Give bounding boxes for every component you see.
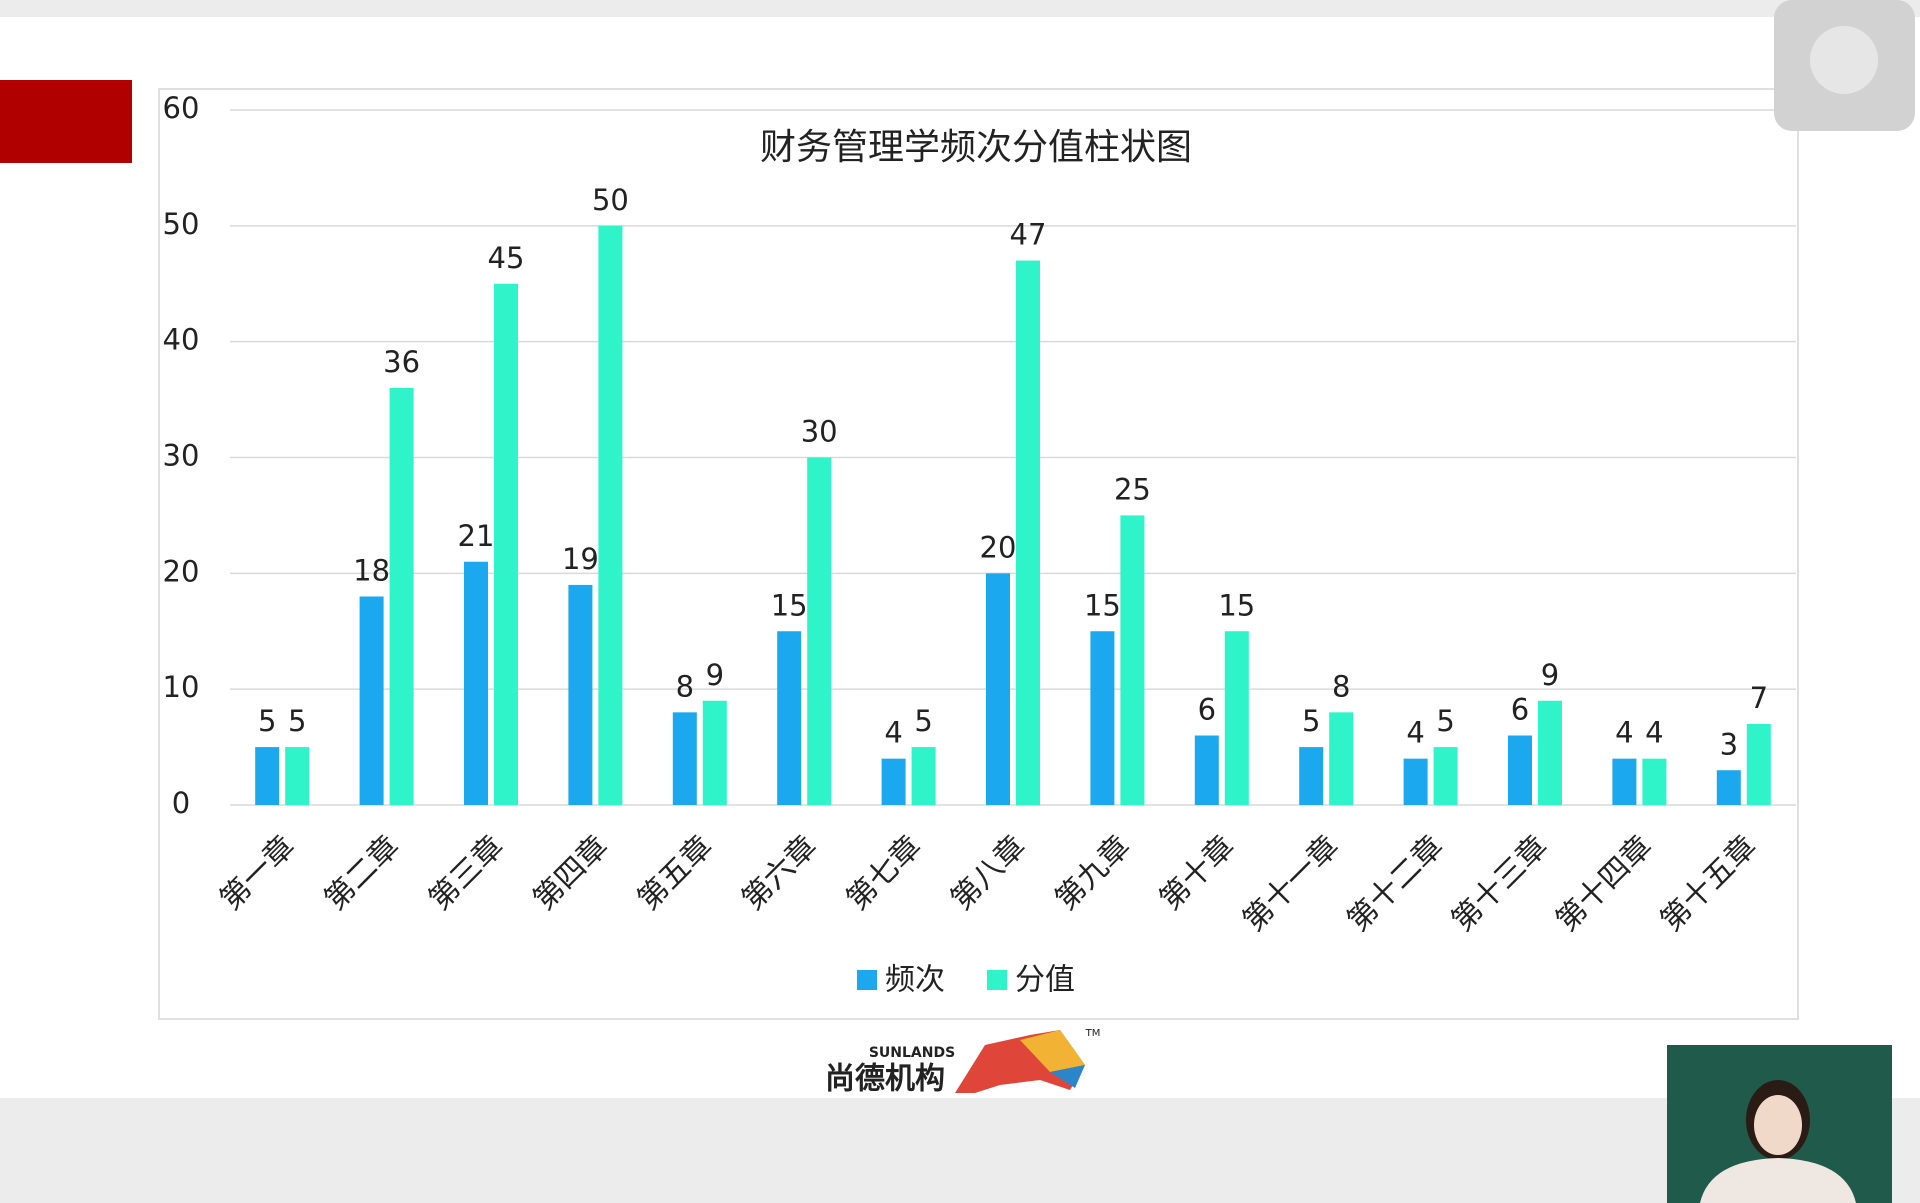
data-label: 21 <box>458 519 495 553</box>
data-label: 6 <box>1198 693 1216 727</box>
bar <box>1299 747 1324 805</box>
data-label: 5 <box>914 704 932 738</box>
floating-button-icon <box>1810 26 1878 94</box>
data-label: 15 <box>771 588 808 622</box>
legend-label: 频次 <box>885 963 945 998</box>
bar <box>807 457 832 805</box>
y-tick-label: 60 <box>163 91 200 125</box>
data-label: 5 <box>258 704 276 738</box>
bar <box>255 747 280 805</box>
bar <box>1403 758 1428 805</box>
bar <box>986 573 1010 805</box>
bar <box>359 596 384 805</box>
data-label: 4 <box>1406 716 1424 750</box>
y-tick-label: 0 <box>172 786 190 820</box>
bar <box>494 283 518 805</box>
data-label: 6 <box>1511 693 1529 727</box>
legend-swatch <box>987 970 1007 990</box>
data-label: 20 <box>980 530 1017 564</box>
legend-label: 分值 <box>1015 963 1075 998</box>
data-label: 19 <box>562 542 599 576</box>
bar <box>1716 770 1741 805</box>
bar <box>777 631 802 805</box>
legend-swatch <box>857 970 877 990</box>
data-label: 7 <box>1750 681 1768 715</box>
bar <box>1433 747 1458 805</box>
logo-tm: TM <box>1085 1028 1101 1039</box>
data-label: 5 <box>1436 704 1454 738</box>
data-label: 50 <box>592 183 629 217</box>
data-label: 4 <box>1645 716 1663 750</box>
logo-cn: 尚德机构 <box>825 1062 945 1097</box>
webcam-body <box>1700 1158 1856 1203</box>
data-label: 15 <box>1084 588 1121 622</box>
data-label: 30 <box>801 415 838 449</box>
chart-frame <box>158 88 1799 1020</box>
data-label: 9 <box>1541 658 1559 692</box>
data-label: 25 <box>1114 472 1151 506</box>
bar <box>464 561 488 805</box>
bar <box>881 758 906 805</box>
data-label: 4 <box>884 716 902 750</box>
bar <box>1642 758 1667 805</box>
data-label: 47 <box>1010 218 1047 252</box>
bar <box>1612 758 1637 805</box>
data-label: 5 <box>1302 704 1320 738</box>
bar <box>1090 631 1115 805</box>
data-label: 36 <box>383 345 420 379</box>
bar <box>1016 260 1040 805</box>
data-label: 15 <box>1218 588 1255 622</box>
logo-en: SUNLANDS <box>869 1045 955 1061</box>
bar <box>568 584 593 805</box>
bar <box>1538 700 1562 805</box>
y-tick-label: 50 <box>163 207 200 241</box>
bar <box>389 388 414 805</box>
bar <box>1224 631 1249 805</box>
bar <box>911 747 936 805</box>
bar <box>672 712 697 805</box>
data-label: 45 <box>488 241 525 275</box>
webcam <box>1667 1045 1892 1203</box>
bar <box>702 700 727 805</box>
bar <box>1508 735 1532 805</box>
y-tick-label: 30 <box>163 439 200 473</box>
bar <box>598 225 623 806</box>
y-tick-label: 10 <box>163 670 200 704</box>
bar <box>1329 712 1354 805</box>
data-label: 4 <box>1615 716 1633 750</box>
data-label: 8 <box>676 669 694 703</box>
data-label: 3 <box>1720 727 1738 761</box>
logo-bull-part <box>1050 1065 1085 1088</box>
webcam-face <box>1754 1095 1802 1155</box>
y-tick-label: 40 <box>163 323 200 357</box>
logo-bull-part <box>1020 1030 1085 1072</box>
logo: SUNLANDS 尚德机构 TM <box>825 1028 1100 1097</box>
top-bar <box>0 0 1920 17</box>
bottom-bar <box>0 1098 1920 1203</box>
red-block <box>0 80 132 163</box>
bar <box>1746 723 1771 805</box>
data-label: 9 <box>706 658 724 692</box>
chart-title: 财务管理学频次分值柱状图 <box>760 127 1192 168</box>
y-tick-label: 20 <box>163 554 200 588</box>
bar <box>1194 735 1219 805</box>
bar <box>1120 515 1145 805</box>
data-label: 8 <box>1332 669 1350 703</box>
data-label: 5 <box>288 704 306 738</box>
bar <box>285 747 310 805</box>
data-label: 18 <box>353 554 390 588</box>
